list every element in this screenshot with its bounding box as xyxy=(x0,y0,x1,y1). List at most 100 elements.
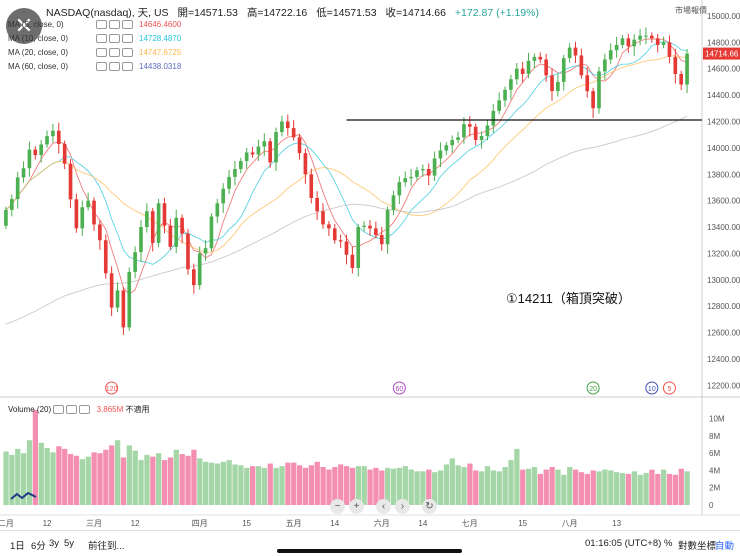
close-icon[interactable] xyxy=(122,48,133,58)
clock-label[interactable]: 01:16:05 (UTC+8) xyxy=(585,538,662,549)
volume-bar xyxy=(684,471,690,505)
close-button[interactable]: ✕ xyxy=(6,8,42,44)
volume-bar xyxy=(661,469,667,505)
candle-body xyxy=(403,178,408,183)
volume-bar xyxy=(21,453,27,505)
candle-body xyxy=(585,75,590,92)
event-marker xyxy=(662,381,676,395)
ma-value: 14747.6725 xyxy=(139,48,182,57)
price-tick-label: 15000.00 xyxy=(707,12,740,21)
candle-body xyxy=(297,137,302,154)
candle-body xyxy=(661,42,666,45)
candle-body xyxy=(685,53,689,85)
eye-icon[interactable] xyxy=(96,34,107,44)
eye-icon[interactable] xyxy=(96,62,107,72)
candle-body xyxy=(285,121,290,129)
settings-icon[interactable] xyxy=(109,34,120,44)
percent-toggle[interactable]: % xyxy=(664,538,673,549)
volume-bar xyxy=(561,474,567,505)
ma-value: 14728.4870 xyxy=(139,34,182,43)
minus-icon: − xyxy=(334,501,341,512)
volume-tick-label: 8M xyxy=(709,432,720,441)
volume-bar xyxy=(208,462,215,505)
scroll-left-button[interactable]: ‹ xyxy=(376,499,391,514)
reset-button[interactable]: ↻ xyxy=(422,499,437,514)
volume-bar xyxy=(185,455,191,505)
settings-icon[interactable] xyxy=(109,20,120,30)
candle-body xyxy=(374,228,378,235)
candle-body xyxy=(244,152,249,162)
log-toggle[interactable]: 對數坐標 xyxy=(678,541,717,552)
time-tick-label: 13 xyxy=(612,519,621,528)
time-axis[interactable]: 二月 12 三月 12 四月 15 五月 14 六月 14 七月 15 八月 13 xyxy=(0,518,622,528)
symbol-label[interactable]: NASDAQ(nasdaq), 天, US xyxy=(46,7,169,19)
candle-body xyxy=(121,290,126,328)
close-icon[interactable] xyxy=(122,34,133,44)
volume-bar xyxy=(167,457,174,505)
ma-value: 14646.4600 xyxy=(139,20,182,29)
range-6m[interactable]: 6分 xyxy=(31,541,46,552)
goto-button[interactable]: 前往到... xyxy=(88,541,125,552)
candle-body xyxy=(579,55,584,76)
candle-body xyxy=(650,35,654,39)
change-value: +172.87 (+1.19%) xyxy=(454,7,539,19)
event-markers: 120 60 20 10 5 xyxy=(105,381,676,395)
volume-bar xyxy=(602,469,608,505)
ma-legend-row[interactable]: MA (60, close, 0) 14438.0318 xyxy=(8,62,181,72)
volume-bar xyxy=(619,473,626,505)
candle-body xyxy=(479,136,484,140)
volume-bar xyxy=(625,473,632,505)
settings-icon[interactable] xyxy=(66,405,78,415)
candle-body xyxy=(338,240,343,242)
tradingview-logo[interactable] xyxy=(10,492,38,501)
close-icon[interactable] xyxy=(122,62,133,72)
scroll-right-button[interactable]: › xyxy=(395,499,410,514)
zoom-in-button[interactable]: + xyxy=(349,499,364,514)
volume-tick-label: 4M xyxy=(709,466,720,475)
candle-body xyxy=(15,177,20,200)
volume-bar xyxy=(332,467,338,505)
candle-body xyxy=(456,137,460,140)
ma-name: MA (60, close, 0) xyxy=(8,62,69,71)
settings-icon[interactable] xyxy=(109,48,120,58)
auto-toggle[interactable]: 自動 xyxy=(715,541,735,552)
price-tick-label: 14000.00 xyxy=(707,144,740,153)
zoom-out-button[interactable]: − xyxy=(330,499,345,514)
candle-body xyxy=(350,254,355,268)
close-icon[interactable] xyxy=(122,20,133,30)
volume-legend[interactable]: Volume (20) 3.865M 不適用 xyxy=(8,404,150,415)
volume-bar xyxy=(649,469,655,505)
event-marker xyxy=(645,381,659,395)
eye-icon[interactable] xyxy=(53,405,65,415)
candle-body xyxy=(450,139,455,146)
plus-icon: + xyxy=(353,501,360,512)
eye-icon[interactable] xyxy=(96,20,107,30)
candle-body xyxy=(56,130,61,144)
volume-bar xyxy=(484,466,491,505)
range-1d[interactable]: 1日 xyxy=(10,541,25,552)
candle-body xyxy=(597,71,601,109)
candle-body xyxy=(644,35,648,37)
ma-legend-row[interactable]: MA (5, close, 0) 14646.4600 xyxy=(8,20,182,30)
candle-body xyxy=(332,228,337,241)
volume-bar xyxy=(379,470,385,505)
ma-line xyxy=(5,115,688,325)
volume-bar xyxy=(150,456,156,505)
eye-icon[interactable] xyxy=(96,48,107,58)
candle-body xyxy=(526,60,531,74)
ma-legend-row[interactable]: MA (10, close, 0) 14728.4870 xyxy=(8,34,182,44)
candle-body xyxy=(550,75,554,92)
volume-bar xyxy=(238,465,244,505)
volume-bar xyxy=(473,470,479,505)
candle-body xyxy=(356,227,361,268)
candles xyxy=(4,27,689,335)
settings-icon[interactable] xyxy=(109,62,120,72)
range-3y[interactable]: 3y xyxy=(49,538,60,549)
close-icon[interactable] xyxy=(79,405,91,415)
ma-legend-row[interactable]: MA (20, close, 0) 14747.6725 xyxy=(8,48,182,58)
range-5y[interactable]: 5y xyxy=(64,538,75,549)
low-value: 低=14571.53 xyxy=(316,7,377,19)
volume-note: 不適用 xyxy=(125,405,150,414)
price-axis[interactable]: 12200.00 12400.00 12600.00 12800.00 13000.00… xyxy=(707,12,740,390)
